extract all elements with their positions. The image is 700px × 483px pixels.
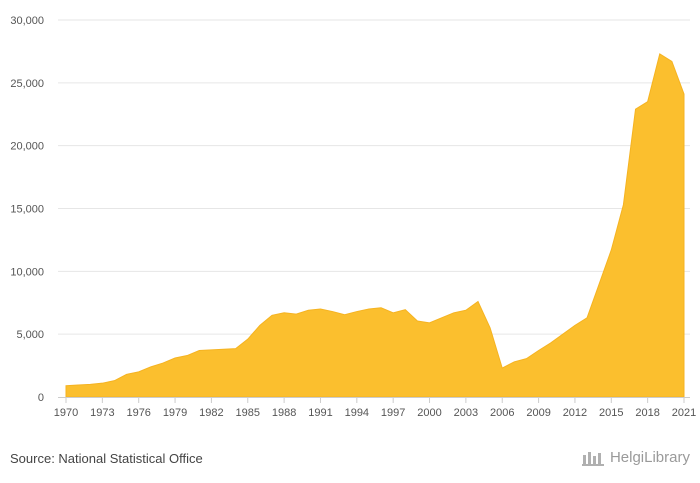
x-tick-label: 1988 <box>272 407 296 419</box>
y-tick-label: 20,000 <box>10 141 44 153</box>
y-tick-label: 10,000 <box>10 266 44 278</box>
y-tick-label: 25,000 <box>10 78 44 90</box>
y-tick-label: 30,000 <box>10 15 44 27</box>
x-tick-label: 2018 <box>635 407 659 419</box>
grid-lines <box>58 19 690 335</box>
x-tick-label: 2012 <box>563 407 587 419</box>
y-tick-label: 5,000 <box>16 329 44 341</box>
x-tick-label: 1991 <box>308 407 332 419</box>
y-tick-label: 15,000 <box>10 204 44 216</box>
x-tick-label: 1979 <box>163 407 187 419</box>
x-tick-label: 2009 <box>526 407 550 419</box>
x-tick-label: 2006 <box>490 407 514 419</box>
x-tick-label: 1994 <box>345 407 369 419</box>
area-chart: 0 5,000 10,000 15,000 20,000 25,000 30,000 197… <box>10 15 696 419</box>
x-tick-label: 2015 <box>599 407 623 419</box>
x-tick-label: 2021 <box>672 407 696 419</box>
helgi-library-logo-icon <box>581 451 604 466</box>
y-axis: 0 5,000 10,000 15,000 20,000 25,000 30,000 <box>10 15 44 404</box>
x-tick-label: 1970 <box>54 407 78 419</box>
x-tick-label: 1973 <box>90 407 114 419</box>
x-tick-label: 2000 <box>417 407 441 419</box>
x-tick-label: 1985 <box>236 407 260 419</box>
brand-name: HelgiLibrary <box>609 449 690 466</box>
x-tick-label: 2003 <box>454 407 478 419</box>
x-axis: 1970 1973 1976 1979 1982 1985 1988 1991 1994 1997… <box>54 397 696 419</box>
brand-watermark: HelgiLibrary <box>581 449 690 466</box>
y-tick-label: 0 <box>38 392 44 404</box>
x-tick-label: 1997 <box>381 407 405 419</box>
x-tick-label: 1976 <box>126 407 150 419</box>
area-series <box>65 53 685 398</box>
source-note: Source: National Statistical Office <box>10 451 203 466</box>
x-tick-label: 1982 <box>199 407 223 419</box>
